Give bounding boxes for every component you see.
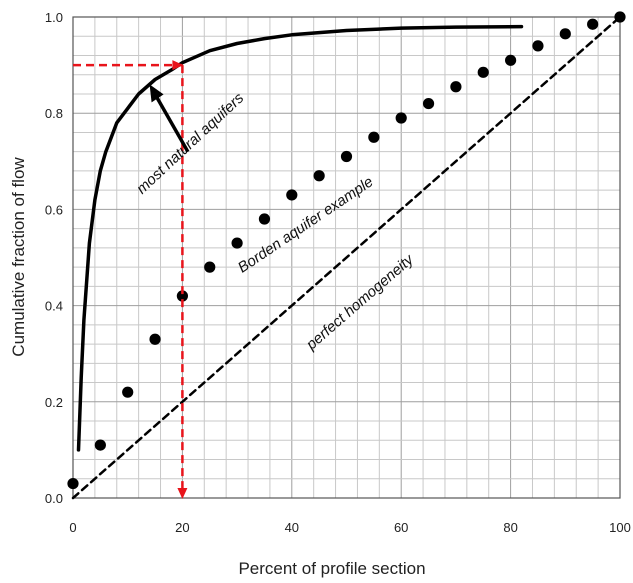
x-tick-label: 0: [69, 520, 76, 535]
series-line-dashed: [71, 15, 622, 500]
data-point: [450, 81, 462, 93]
annotation-arrow-head: [149, 84, 164, 103]
data-point: [395, 112, 407, 124]
series-layer: [67, 11, 626, 500]
x-tick-label: 20: [175, 520, 189, 535]
data-point: [122, 386, 134, 398]
y-tick-label: 1.0: [45, 10, 63, 25]
x-tick-label: 80: [503, 520, 517, 535]
y-tick-label: 0.0: [45, 491, 63, 506]
data-point: [422, 97, 435, 110]
plot-frame: [72, 16, 621, 499]
reference-arrowhead-right: [172, 60, 184, 71]
data-point: [204, 261, 216, 273]
y-tick-label: 0.6: [45, 202, 63, 217]
data-point: [286, 189, 298, 201]
x-tick-label: 40: [285, 520, 299, 535]
data-point: [231, 237, 243, 249]
reference-arrowhead-down: [177, 488, 188, 499]
data-point: [149, 333, 161, 345]
x-tick-label: 100: [609, 520, 631, 535]
annotation-label: Borden aquifer example: [235, 173, 377, 276]
data-point: [532, 40, 544, 52]
series-line-solid: [76, 24, 524, 452]
data-point: [313, 170, 325, 182]
data-point: [67, 477, 79, 490]
data-point: [258, 213, 271, 225]
data-point: [340, 150, 353, 163]
data-point: [176, 290, 188, 302]
data-point: [587, 18, 599, 30]
data-point: [477, 66, 489, 78]
annotation-label: most natural aquifers: [133, 89, 247, 197]
x-axis-label: Percent of profile section: [238, 559, 425, 578]
data-point: [94, 439, 106, 451]
y-tick-label: 0.4: [45, 299, 63, 314]
annotation-arrow-shaft: [153, 92, 190, 153]
data-point: [505, 54, 517, 66]
tick-labels: 0 20 40 60 80 100 0.0 0.2 0.4 0.6 0.8 1.0: [45, 10, 631, 535]
annotation-label: perfect homogeneity: [302, 250, 418, 354]
y-axis-label: Cumulative fraction of flow: [9, 157, 28, 357]
data-point: [368, 131, 380, 143]
data-point: [559, 28, 571, 40]
y-tick-label: 0.2: [45, 395, 63, 410]
reference-lines: [73, 60, 188, 499]
x-tick-label: 60: [394, 520, 408, 535]
y-tick-label: 0.8: [45, 106, 63, 121]
